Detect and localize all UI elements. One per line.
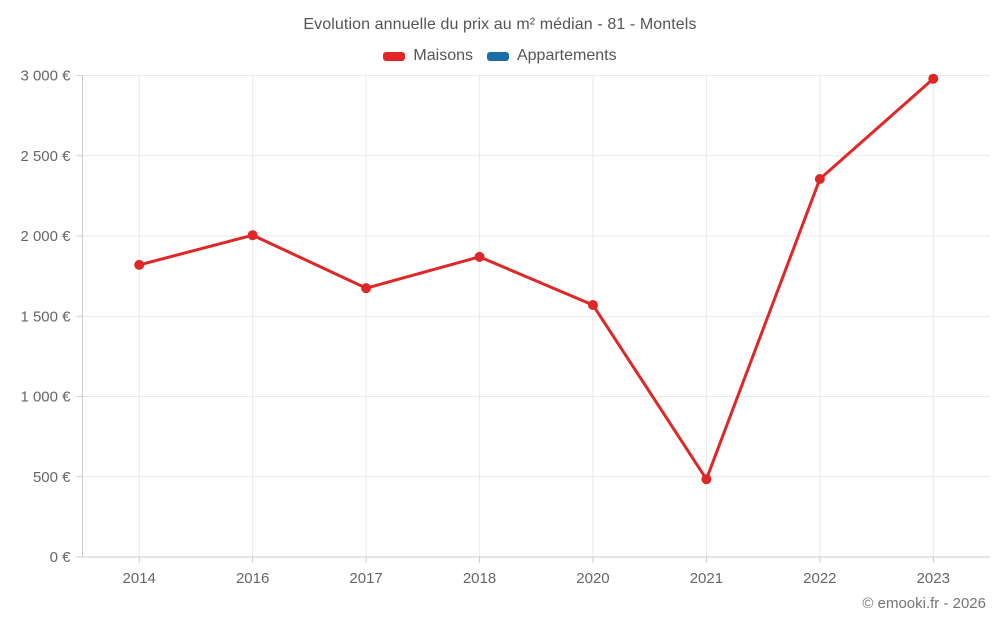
maisons-data-point[interactable] bbox=[701, 474, 712, 485]
copyright-footer: © emooki.fr - 2026 bbox=[862, 595, 986, 612]
y-tick-label: 3 000 € bbox=[20, 68, 71, 85]
maisons-data-point[interactable] bbox=[928, 73, 939, 84]
maisons-series-swatch-icon bbox=[383, 51, 406, 61]
maisons-data-point[interactable] bbox=[474, 251, 485, 262]
y-tick-label: 2 000 € bbox=[20, 228, 71, 245]
y-tick-label: 1 000 € bbox=[20, 389, 71, 406]
legend-item-maisons[interactable]: Maisons bbox=[383, 47, 473, 65]
maisons-line-series bbox=[137, 77, 935, 481]
y-tick-label: 500 € bbox=[33, 469, 71, 486]
maisons-data-point[interactable] bbox=[134, 259, 145, 270]
x-tick-label: 2016 bbox=[236, 570, 269, 587]
x-tick-label: 2018 bbox=[463, 570, 496, 587]
chart-title: Evolution annuelle du prix au m² médian … bbox=[303, 16, 697, 33]
y-tick-label: 2 500 € bbox=[20, 148, 71, 165]
y-tick-label: 1 500 € bbox=[20, 308, 71, 325]
x-tick-label: 2020 bbox=[576, 570, 609, 587]
maisons-data-point[interactable] bbox=[361, 283, 372, 294]
maisons-data-point[interactable] bbox=[587, 300, 598, 311]
y-tick-label: 0 € bbox=[50, 549, 72, 566]
legend-label-appartements: Appartements bbox=[516, 47, 617, 64]
x-tick-label: 2023 bbox=[917, 570, 950, 587]
maisons-data-point[interactable] bbox=[814, 174, 825, 185]
x-tick-label: 2014 bbox=[123, 570, 156, 587]
legend-label-maisons: Maisons bbox=[413, 47, 473, 64]
x-tick-label: 2022 bbox=[803, 570, 836, 587]
x-tick-label: 2017 bbox=[349, 570, 382, 587]
x-tick-label: 2021 bbox=[690, 570, 723, 587]
legend-item-appartements[interactable]: Appartements bbox=[486, 47, 617, 65]
appartements-series-swatch-icon bbox=[486, 51, 509, 61]
maisons-data-point[interactable] bbox=[247, 230, 258, 241]
chart-legend: Maisons Appartements bbox=[0, 45, 1000, 67]
